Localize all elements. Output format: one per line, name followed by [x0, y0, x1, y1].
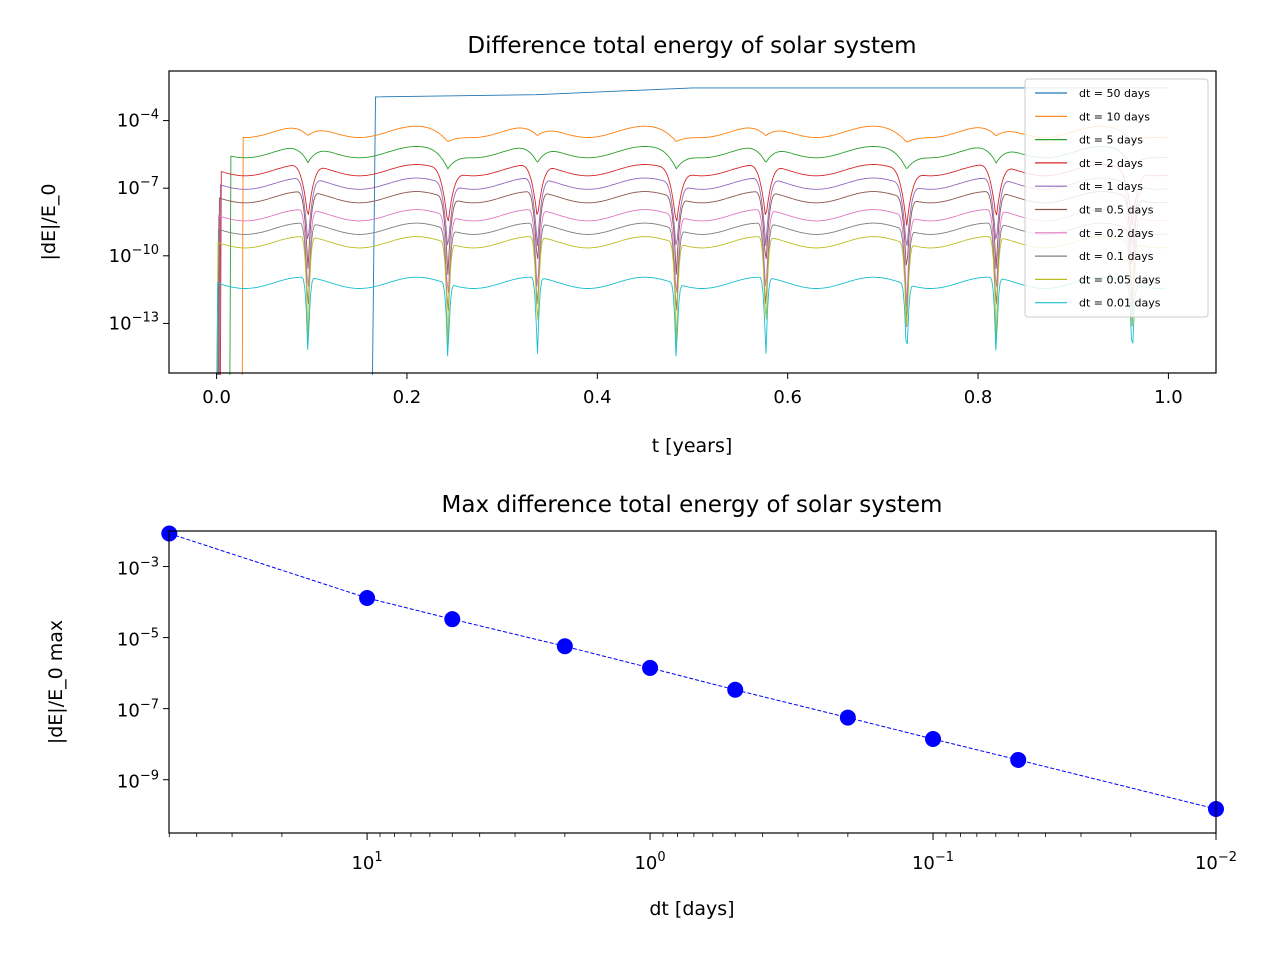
chart1-x-tick-label: 0.8 — [964, 387, 993, 408]
chart1-series-line — [216, 236, 1168, 376]
chart1-legend: dt = 50 days dt = 10 days dt = 5 days dt = … — [1024, 78, 1209, 318]
legend-entry: dt = 0.1 days — [1079, 250, 1154, 263]
chart1-series-line — [372, 87, 1169, 376]
chart2-y-tick-label: 10−9 — [117, 769, 159, 793]
chart1-plot-frame — [168, 70, 1217, 374]
chart2-data-point — [359, 590, 376, 607]
chart2-x-tick-label: 10−1 — [912, 850, 954, 874]
chart2-x-ticks: 101 100 10−1 10−2 — [168, 833, 1237, 874]
chart2-data-point — [556, 638, 573, 655]
chart1-series-line — [229, 146, 1168, 376]
energy-difference-chart: Difference total energy of solar system … — [38, 33, 1217, 457]
chart2-y-tick-label: 10−3 — [117, 556, 159, 580]
chart1-x-tick-label: 0.2 — [393, 387, 422, 408]
chart1-series-line — [219, 164, 1168, 376]
chart1-y-tick-label: 10−7 — [117, 175, 159, 199]
chart2-x-tick-label: 101 — [351, 850, 382, 874]
chart1-x-tick-label: 1.0 — [1154, 387, 1183, 408]
legend-entry: dt = 1 days — [1079, 180, 1143, 193]
chart2-plot-frame — [168, 530, 1217, 834]
legend-entry: dt = 0.01 days — [1079, 297, 1161, 310]
chart1-legend-box — [1024, 78, 1209, 318]
chart1-x-tick-label: 0.6 — [773, 387, 802, 408]
chart2-x-tick-label: 10−2 — [1195, 850, 1237, 874]
chart2-data-point — [727, 681, 744, 698]
legend-entry: dt = 10 days — [1079, 110, 1150, 123]
chart2-data-point — [839, 709, 856, 726]
chart1-series-line — [216, 276, 1168, 376]
chart1-x-ticks: 0.0 0.2 0.4 0.6 0.8 1.0 — [202, 373, 1183, 408]
legend-entry: dt = 0.2 days — [1079, 227, 1154, 240]
chart2-x-tick-label: 100 — [634, 850, 665, 874]
chart1-x-tick-label: 0.4 — [583, 387, 612, 408]
chart2-data-point — [925, 730, 942, 747]
chart2-title: Max difference total energy of solar sys… — [442, 492, 943, 518]
max-energy-difference-chart: Max difference total energy of solar sys… — [45, 492, 1237, 920]
chart1-series-line — [218, 177, 1169, 376]
chart1-y-tick-label: 10−10 — [109, 243, 159, 267]
legend-entry: dt = 50 days — [1079, 87, 1150, 100]
chart2-y-tick-label: 10−5 — [117, 627, 159, 651]
chart2-x-axis-label: dt [days] — [649, 898, 734, 920]
chart2-data-point — [1010, 751, 1027, 768]
legend-entry: dt = 2 days — [1079, 157, 1143, 170]
chart1-y-axis-label: |dE|/E_0 — [38, 184, 60, 261]
chart2-data-point — [642, 659, 659, 676]
chart2-data-point — [444, 611, 461, 628]
chart2-y-ticks: 10−3 10−5 10−7 10−9 — [117, 556, 169, 793]
chart1-series-line — [241, 125, 1169, 376]
chart2-y-axis-label: |dE|/E_0 max — [45, 620, 67, 744]
chart1-series-line — [218, 191, 1168, 376]
chart1-y-ticks: 10−4 10−7 10−10 10−13 — [109, 108, 169, 334]
chart1-y-tick-label: 10−13 — [109, 310, 159, 334]
chart1-series-line — [217, 209, 1168, 376]
chart1-title: Difference total energy of solar system — [467, 33, 916, 59]
chart1-x-tick-label: 0.0 — [202, 387, 231, 408]
chart1-series-group — [216, 87, 1169, 376]
chart2-dashed-line — [169, 533, 1217, 810]
chart1-x-axis-label: t [years] — [652, 435, 733, 457]
chart1-series-line — [217, 222, 1168, 376]
chart2-series-group — [161, 525, 1224, 817]
legend-entry: dt = 0.5 days — [1079, 204, 1154, 217]
chart2-y-tick-label: 10−7 — [117, 698, 159, 722]
legend-entry: dt = 0.05 days — [1079, 273, 1161, 286]
legend-entry: dt = 5 days — [1079, 134, 1143, 147]
chart1-y-tick-label: 10−4 — [117, 108, 159, 132]
